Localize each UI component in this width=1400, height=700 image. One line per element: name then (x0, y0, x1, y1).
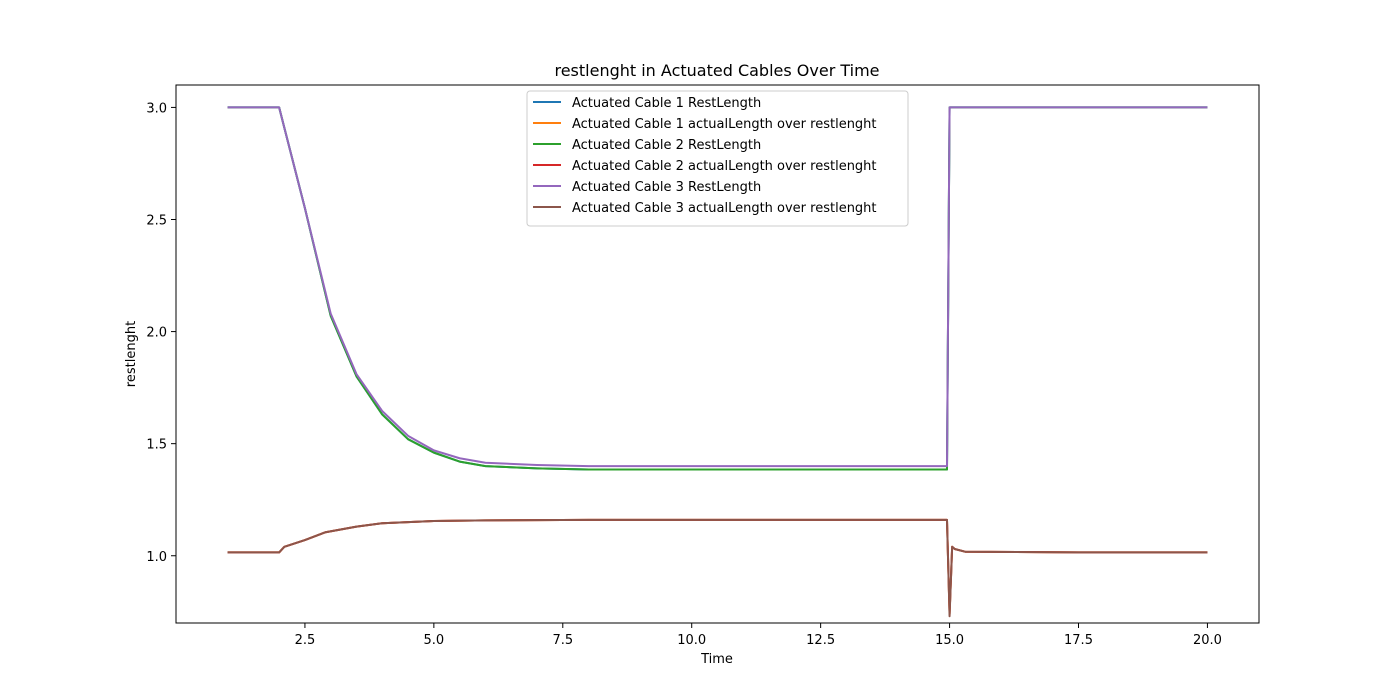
y-tick-label: 2.0 (146, 326, 167, 341)
legend-label-3: Actuated Cable 2 RestLength (572, 138, 761, 153)
legend-label-1: Actuated Cable 1 RestLength (572, 96, 761, 111)
legend-label-5: Actuated Cable 3 RestLength (572, 180, 761, 195)
x-tick-label: 20.0 (1193, 633, 1222, 648)
x-tick-label: 10.0 (677, 633, 706, 648)
x-axis: 2.5 5.0 7.5 10.0 12.5 15.0 17.5 20.0 (295, 623, 1222, 648)
y-tick-label: 1.5 (146, 438, 167, 453)
y-tick-label: 2.5 (146, 214, 167, 229)
x-axis-label: Time (700, 652, 733, 667)
y-tick-label: 1.0 (146, 550, 167, 565)
x-tick-label: 15.0 (935, 633, 964, 648)
y-axis-label: restlenght (124, 321, 139, 387)
x-tick-label: 17.5 (1064, 633, 1093, 648)
legend-label-2: Actuated Cable 1 actualLength over restl… (572, 117, 877, 132)
y-tick-label: 3.0 (146, 101, 167, 116)
x-tick-label: 5.0 (424, 633, 445, 648)
axes-frame (175, 84, 1260, 624)
x-tick-label: 12.5 (806, 633, 835, 648)
legend-box (526, 90, 909, 227)
chart-title: restlenght in Actuated Cables Over Time (554, 61, 879, 80)
series-line-6 (227, 518, 1208, 618)
legend-label-4: Actuated Cable 2 actualLength over restl… (572, 159, 877, 174)
x-tick-label: 2.5 (295, 633, 316, 648)
legend: Actuated Cable 1 RestLength Actuated Cabl… (526, 90, 909, 227)
series-line-5 (227, 106, 1208, 468)
y-axis: 1.0 1.5 2.0 2.5 3.0 (146, 101, 176, 565)
plot-area (227, 106, 1208, 618)
x-tick-label: 7.5 (552, 633, 573, 648)
legend-label-6: Actuated Cable 3 actualLength over restl… (572, 201, 877, 216)
